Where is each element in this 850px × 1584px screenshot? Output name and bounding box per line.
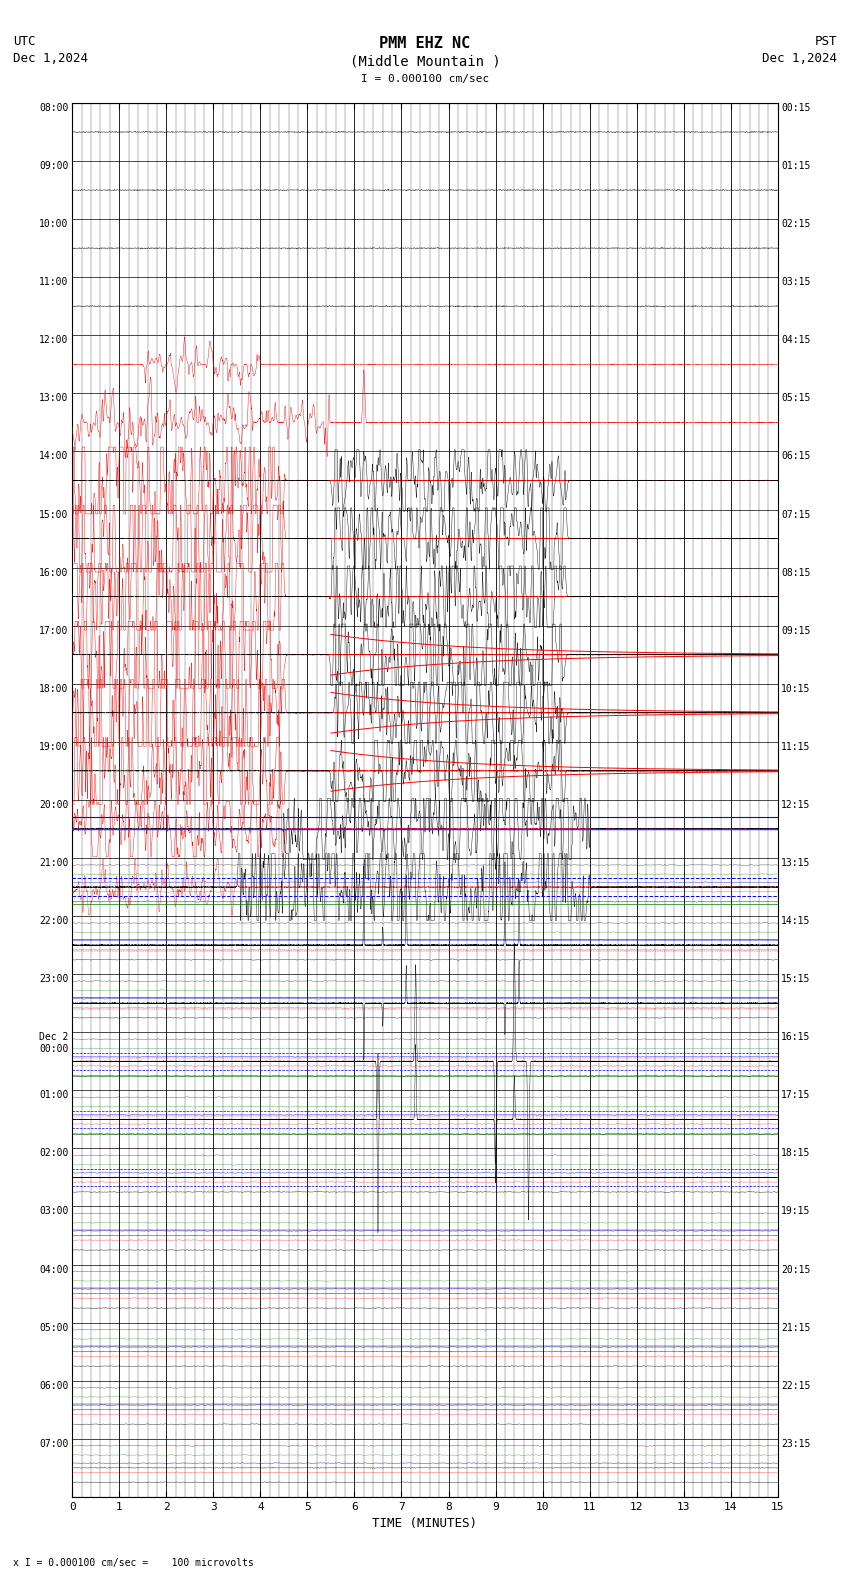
Text: 10:00: 10:00 xyxy=(39,219,69,230)
Text: Dec 1,2024: Dec 1,2024 xyxy=(762,52,837,65)
Text: 13:00: 13:00 xyxy=(39,393,69,404)
Text: 09:00: 09:00 xyxy=(39,162,69,171)
Text: 02:15: 02:15 xyxy=(781,219,811,230)
Text: Dec 1,2024: Dec 1,2024 xyxy=(13,52,88,65)
Text: 05:15: 05:15 xyxy=(781,393,811,404)
Text: 17:00: 17:00 xyxy=(39,626,69,635)
Text: I = 0.000100 cm/sec: I = 0.000100 cm/sec xyxy=(361,74,489,84)
Text: 21:15: 21:15 xyxy=(781,1323,811,1332)
Text: 16:00: 16:00 xyxy=(39,567,69,578)
Text: 22:00: 22:00 xyxy=(39,916,69,927)
Text: 16:15: 16:15 xyxy=(781,1033,811,1042)
Text: 20:15: 20:15 xyxy=(781,1264,811,1275)
Text: 18:15: 18:15 xyxy=(781,1148,811,1158)
Text: 13:15: 13:15 xyxy=(781,859,811,868)
Text: 19:15: 19:15 xyxy=(781,1207,811,1217)
Text: 11:00: 11:00 xyxy=(39,277,69,287)
Text: 14:00: 14:00 xyxy=(39,451,69,461)
Text: 00:15: 00:15 xyxy=(781,103,811,112)
Text: 07:15: 07:15 xyxy=(781,510,811,520)
Text: (Middle Mountain ): (Middle Mountain ) xyxy=(349,54,501,68)
Text: 11:15: 11:15 xyxy=(781,741,811,752)
Text: 08:15: 08:15 xyxy=(781,567,811,578)
Text: Dec 2
00:00: Dec 2 00:00 xyxy=(39,1033,69,1053)
Text: 06:00: 06:00 xyxy=(39,1381,69,1391)
Text: 10:15: 10:15 xyxy=(781,684,811,694)
Text: 06:15: 06:15 xyxy=(781,451,811,461)
Text: 05:00: 05:00 xyxy=(39,1323,69,1332)
Text: UTC: UTC xyxy=(13,35,35,48)
Text: 07:00: 07:00 xyxy=(39,1438,69,1449)
Text: PMM EHZ NC: PMM EHZ NC xyxy=(379,36,471,51)
Text: 08:00: 08:00 xyxy=(39,103,69,112)
Text: PST: PST xyxy=(815,35,837,48)
Text: 21:00: 21:00 xyxy=(39,859,69,868)
X-axis label: TIME (MINUTES): TIME (MINUTES) xyxy=(372,1517,478,1530)
Text: 09:15: 09:15 xyxy=(781,626,811,635)
Text: 12:00: 12:00 xyxy=(39,336,69,345)
Text: 03:15: 03:15 xyxy=(781,277,811,287)
Text: 04:15: 04:15 xyxy=(781,336,811,345)
Text: 15:00: 15:00 xyxy=(39,510,69,520)
Text: 14:15: 14:15 xyxy=(781,916,811,927)
Text: 01:00: 01:00 xyxy=(39,1090,69,1101)
Text: 04:00: 04:00 xyxy=(39,1264,69,1275)
Text: 02:00: 02:00 xyxy=(39,1148,69,1158)
Text: 23:15: 23:15 xyxy=(781,1438,811,1449)
Text: 03:00: 03:00 xyxy=(39,1207,69,1217)
Text: 20:00: 20:00 xyxy=(39,800,69,809)
Text: 18:00: 18:00 xyxy=(39,684,69,694)
Text: 19:00: 19:00 xyxy=(39,741,69,752)
Text: 15:15: 15:15 xyxy=(781,974,811,984)
Text: 23:00: 23:00 xyxy=(39,974,69,984)
Text: x I = 0.000100 cm/sec =    100 microvolts: x I = 0.000100 cm/sec = 100 microvolts xyxy=(13,1559,253,1568)
Text: 12:15: 12:15 xyxy=(781,800,811,809)
Text: 17:15: 17:15 xyxy=(781,1090,811,1101)
Text: 01:15: 01:15 xyxy=(781,162,811,171)
Text: 22:15: 22:15 xyxy=(781,1381,811,1391)
